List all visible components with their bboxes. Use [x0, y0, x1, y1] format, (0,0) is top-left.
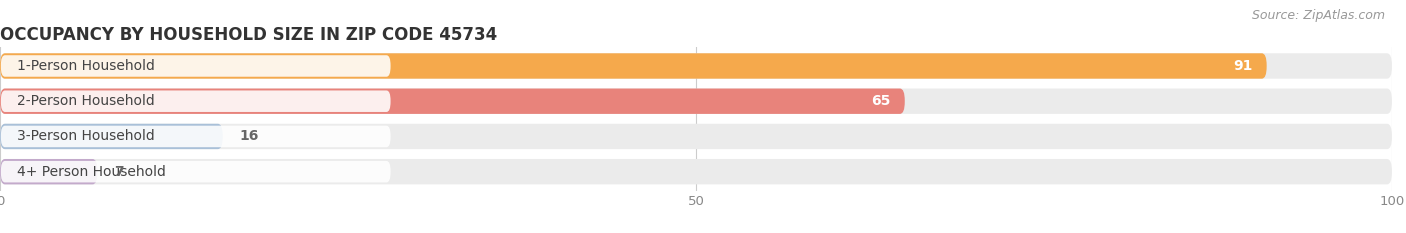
Text: 65: 65	[872, 94, 891, 108]
Text: 1-Person Household: 1-Person Household	[17, 59, 155, 73]
FancyBboxPatch shape	[0, 89, 1392, 114]
Text: 4+ Person Household: 4+ Person Household	[17, 165, 166, 179]
FancyBboxPatch shape	[0, 124, 222, 149]
FancyBboxPatch shape	[1, 55, 391, 77]
FancyBboxPatch shape	[0, 53, 1392, 79]
Text: 7: 7	[114, 165, 124, 179]
Text: 16: 16	[239, 130, 259, 144]
FancyBboxPatch shape	[0, 89, 905, 114]
FancyBboxPatch shape	[1, 161, 391, 182]
Text: 2-Person Household: 2-Person Household	[17, 94, 155, 108]
Text: 91: 91	[1233, 59, 1253, 73]
FancyBboxPatch shape	[0, 53, 1267, 79]
FancyBboxPatch shape	[0, 159, 97, 184]
FancyBboxPatch shape	[0, 124, 1392, 149]
FancyBboxPatch shape	[0, 159, 1392, 184]
FancyBboxPatch shape	[1, 90, 391, 112]
Text: OCCUPANCY BY HOUSEHOLD SIZE IN ZIP CODE 45734: OCCUPANCY BY HOUSEHOLD SIZE IN ZIP CODE …	[0, 26, 498, 44]
Text: Source: ZipAtlas.com: Source: ZipAtlas.com	[1251, 9, 1385, 22]
FancyBboxPatch shape	[1, 126, 391, 147]
Text: 3-Person Household: 3-Person Household	[17, 130, 155, 144]
